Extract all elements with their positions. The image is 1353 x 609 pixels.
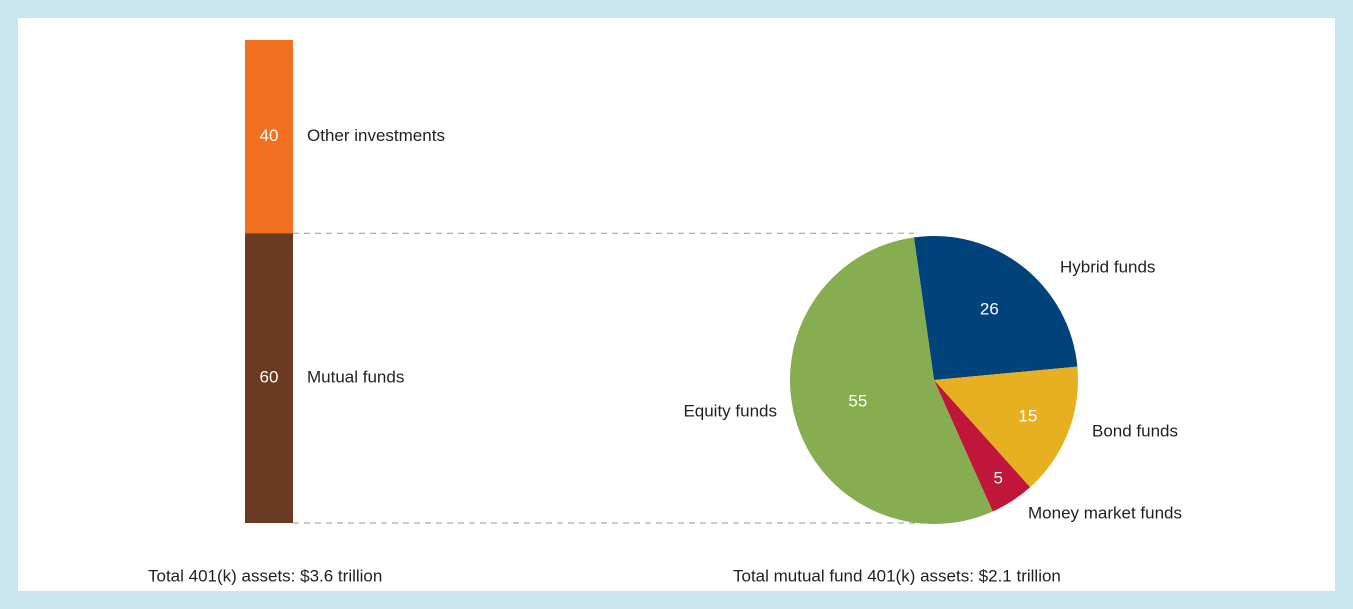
pie-slice	[934, 366, 1078, 488]
value-label: 5	[993, 469, 1002, 488]
slice-label: Equity funds	[683, 401, 777, 420]
pie-slice	[913, 235, 1078, 380]
pie-slice	[934, 380, 1031, 512]
pie-caption: Total mutual fund 401(k) assets: $2.1 tr…	[733, 566, 1061, 585]
slice-label: Hybrid funds	[1060, 257, 1155, 276]
legend-label: Other investments	[307, 126, 445, 145]
bar-segment	[245, 40, 293, 234]
value-label: 40	[260, 126, 279, 145]
value-label: 26	[980, 299, 999, 318]
bar-segment	[245, 233, 293, 523]
slice-label: Bond funds	[1092, 421, 1178, 440]
value-label: 15	[1018, 406, 1037, 425]
legend-label: Mutual funds	[307, 368, 404, 387]
pie-slice	[790, 237, 993, 524]
bar-caption: Total 401(k) assets: $3.6 trillion	[148, 566, 382, 585]
value-label: 55	[848, 391, 867, 410]
value-label: 60	[260, 368, 279, 387]
slice-label: Money market funds	[1028, 503, 1182, 522]
